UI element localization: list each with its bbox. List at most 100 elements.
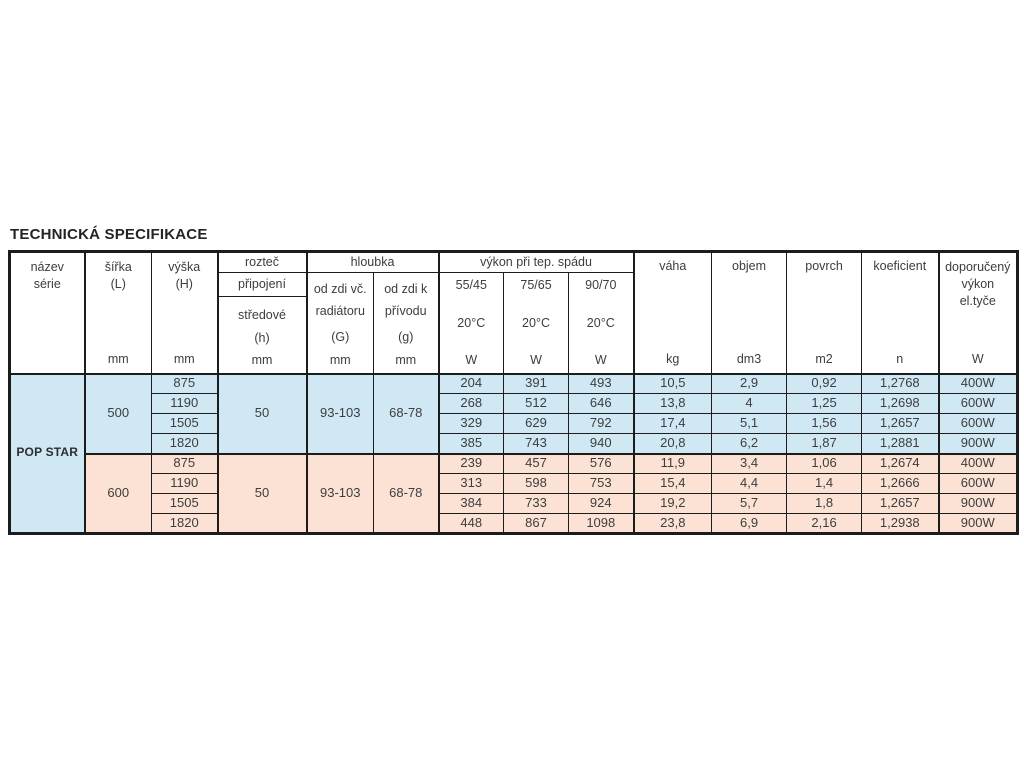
header-hloubka-radiator-unit: mm <box>329 352 351 367</box>
header-doporuceny-line2: výkon <box>961 276 995 291</box>
cell-vykon-9070: 924 <box>568 493 635 514</box>
cell-povrch: 1,4 <box>786 473 863 494</box>
cell-vykon-5545: 448 <box>437 513 505 534</box>
cell-vykon-5545: 313 <box>437 473 505 494</box>
table-row: 1190 268 512 646 13,8 4 1,25 1,2698 600W <box>10 393 1019 414</box>
header-vyska-lines: výška (H) <box>168 259 200 293</box>
header-objem-unit: dm3 <box>736 352 762 367</box>
header-povrch: povrch m2 <box>786 251 863 374</box>
cell-vaha: 13,8 <box>632 393 713 414</box>
cell-vykon-9070: 792 <box>568 413 635 434</box>
cell-koeficient: 1,2674 <box>861 452 940 474</box>
cell-vyska: 1820 <box>151 433 218 454</box>
cell-doporuceny: 600W <box>937 393 1019 414</box>
header-hloubka-group: hloubka <box>305 251 440 273</box>
cell-doporuceny: 900W <box>937 513 1019 534</box>
cell-vykon-9070: 493 <box>568 372 635 394</box>
cell-objem: 3,4 <box>711 452 788 474</box>
header-hloubka-radiator: od zdi vč. radiátoru (G) mm <box>305 272 374 374</box>
header-hloubka-radiator-symbol: (G) <box>331 330 350 345</box>
cell-vaha: 11,9 <box>632 452 713 474</box>
header-vaha: váha kg <box>632 251 713 374</box>
cell-vykon-5545: 239 <box>437 452 505 474</box>
header-vykon-5545-line2: 20°C <box>457 315 486 330</box>
cell-roztec: 50 <box>216 452 307 534</box>
header-row-3: středové (h) mm <box>10 296 1018 374</box>
cell-sirka: 500 <box>83 372 152 454</box>
header-doporuceny-line3: el.tyče <box>959 293 996 308</box>
cell-vyska: 1505 <box>151 493 218 514</box>
cell-vykon-5545: 329 <box>437 413 505 434</box>
header-vykon-9070-unit: W <box>594 352 607 367</box>
table-row: 1190 313 598 753 15,4 4,4 1,4 1,2666 600… <box>10 473 1019 494</box>
cell-objem: 6,2 <box>711 433 788 454</box>
header-hloubka-privod-line2: přívodu <box>384 304 427 319</box>
cell-koeficient: 1,2666 <box>861 473 940 494</box>
header-vyska-line2: (H) <box>175 276 193 291</box>
cell-koeficient: 1,2938 <box>861 513 940 534</box>
table-row: 1820 385 743 940 20,8 6,2 1,87 1,2881 90… <box>10 433 1019 454</box>
header-roztec-pripojeni: připojení <box>216 272 307 297</box>
header-povrch-label: povrch <box>805 258 843 273</box>
cell-hloubka-privod: 68-78 <box>372 372 440 454</box>
cell-povrch: 1,8 <box>786 493 863 514</box>
header-hloubka-privod: od zdi k přívodu (g) mm <box>372 272 440 374</box>
header-vykon-7565-unit: W <box>530 352 542 367</box>
header-sirka-lines: šířka (L) <box>105 259 132 293</box>
header-koeficient-label: koeficient <box>873 258 927 273</box>
cell-vykon-7565: 629 <box>503 413 570 434</box>
header-koeficient-unit: n <box>896 352 904 367</box>
header-sirka: šířka (L) mm <box>83 251 152 374</box>
header-vykon-5545-line1: 55/45 <box>455 278 487 293</box>
header-nazev-line2: série <box>33 276 61 291</box>
cell-vyska: 875 <box>151 452 218 474</box>
cell-koeficient: 1,2657 <box>861 493 940 514</box>
cell-objem: 5,7 <box>711 493 788 514</box>
cell-povrch: 0,92 <box>786 372 863 394</box>
header-hloubka-privod-lines: od zdi k přívodu <box>384 278 427 322</box>
spec-table: název série šířka (L) mm výška <box>8 250 1020 535</box>
header-doporuceny-lines: doporučený výkon el.tyče <box>945 259 1010 310</box>
table-row: 1505 384 733 924 19,2 5,7 1,8 1,2657 900… <box>10 493 1019 514</box>
cell-vykon-9070: 1098 <box>568 513 635 534</box>
header-vaha-unit: kg <box>666 352 680 367</box>
cell-vykon-7565: 391 <box>503 372 570 394</box>
header-objem-label: objem <box>732 258 767 273</box>
header-hloubka-radiator-line1: od zdi vč. <box>313 282 367 297</box>
cell-vykon-7565: 733 <box>503 493 570 514</box>
cell-objem: 2,9 <box>711 372 788 394</box>
header-nazev-serie: název série <box>9 251 85 374</box>
cell-vyska: 875 <box>151 372 218 394</box>
header-vykon-5545: 55/45 20°C W <box>437 272 505 374</box>
header-hloubka-radiator-lines: od zdi vč. radiátoru <box>314 278 367 322</box>
header-sirka-unit: mm <box>107 352 129 367</box>
cell-vykon-5545: 204 <box>437 372 505 394</box>
header-sirka-line2: (L) <box>110 276 126 291</box>
cell-doporuceny: 400W <box>937 372 1019 394</box>
header-roztec: rozteč <box>216 251 307 273</box>
cell-povrch: 1,56 <box>786 413 863 434</box>
table-row: 1505 329 629 792 17,4 5,1 1,56 1,2657 60… <box>10 413 1019 434</box>
cell-vykon-9070: 753 <box>568 473 635 494</box>
cell-doporuceny: 900W <box>937 433 1019 454</box>
cell-povrch: 2,16 <box>786 513 863 534</box>
cell-objem: 4,4 <box>711 473 788 494</box>
header-vaha-label: váha <box>659 258 687 273</box>
header-doporuceny: doporučený výkon el.tyče W <box>937 251 1019 374</box>
table-row: 600 875 50 93-103 68-78 239 457 576 11,9… <box>10 452 1019 534</box>
header-row-1: název série šířka (L) mm výška <box>9 251 1019 374</box>
cell-doporuceny: 900W <box>937 493 1019 514</box>
cell-vyska: 1190 <box>151 473 218 494</box>
cell-vykon-9070: 646 <box>568 393 635 414</box>
cell-povrch: 1,06 <box>786 452 863 474</box>
header-roztec-unit: mm <box>251 352 273 367</box>
header-vykon-7565-line1: 75/65 <box>520 278 552 293</box>
header-koeficient: koeficient n <box>861 251 940 374</box>
header-row-2: připojení od zdi vč. radiátoru (G) mm od… <box>10 272 1018 374</box>
cell-objem: 6,9 <box>711 513 788 534</box>
series-name-cell: POP STAR <box>9 372 85 534</box>
header-hloubka-privod-line1: od zdi k <box>384 282 428 297</box>
cell-doporuceny: 400W <box>937 452 1019 474</box>
cell-koeficient: 1,2698 <box>861 393 940 414</box>
cell-vykon-7565: 867 <box>503 513 570 534</box>
